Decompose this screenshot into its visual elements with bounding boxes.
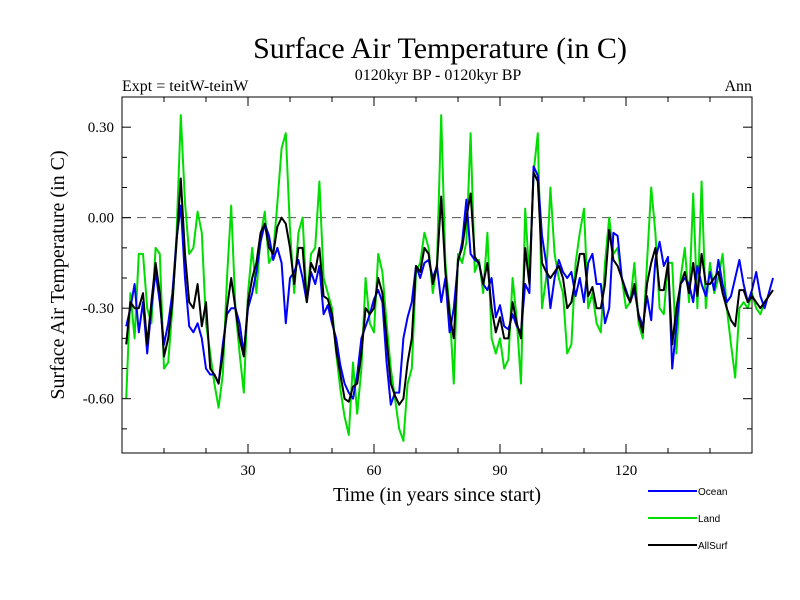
y-tick-label: -0.30 <box>83 301 114 317</box>
x-tick-label: 30 <box>241 463 256 479</box>
series-line-allsurf <box>125 171 774 406</box>
x-tick-label: 60 <box>367 463 382 479</box>
y-axis-label: Surface Air Temperature (in C) <box>47 150 69 399</box>
chart-title: Surface Air Temperature (in C) <box>253 32 627 65</box>
y-tick-label: -0.60 <box>83 392 114 408</box>
season-label: Ann <box>724 78 752 95</box>
experiment-label: Expt = teitW-teinW <box>122 78 249 95</box>
y-tick-label: 0.30 <box>88 120 114 136</box>
legend-label-land: Land <box>698 514 720 525</box>
x-tick-label: 120 <box>615 463 638 479</box>
series-layer <box>125 114 774 442</box>
chart-subtitle: 0120kyr BP - 0120kyr BP <box>355 67 522 84</box>
legend-label-allsurf: AllSurf <box>698 541 728 552</box>
plot-frame <box>121 96 753 454</box>
series-line-land <box>125 114 770 442</box>
series-line-ocean <box>125 165 774 406</box>
legend: Ocean Land AllSurf <box>648 487 728 552</box>
legend-label-ocean: Ocean <box>698 487 727 498</box>
y-tick-label: 0.00 <box>88 211 114 227</box>
axis-ticks: 30 60 90 120 0.30 0.00 -0.30 -0.60 <box>83 96 752 479</box>
x-axis-label: Time (in years since start) <box>333 484 541 506</box>
x-tick-label: 90 <box>493 463 508 479</box>
